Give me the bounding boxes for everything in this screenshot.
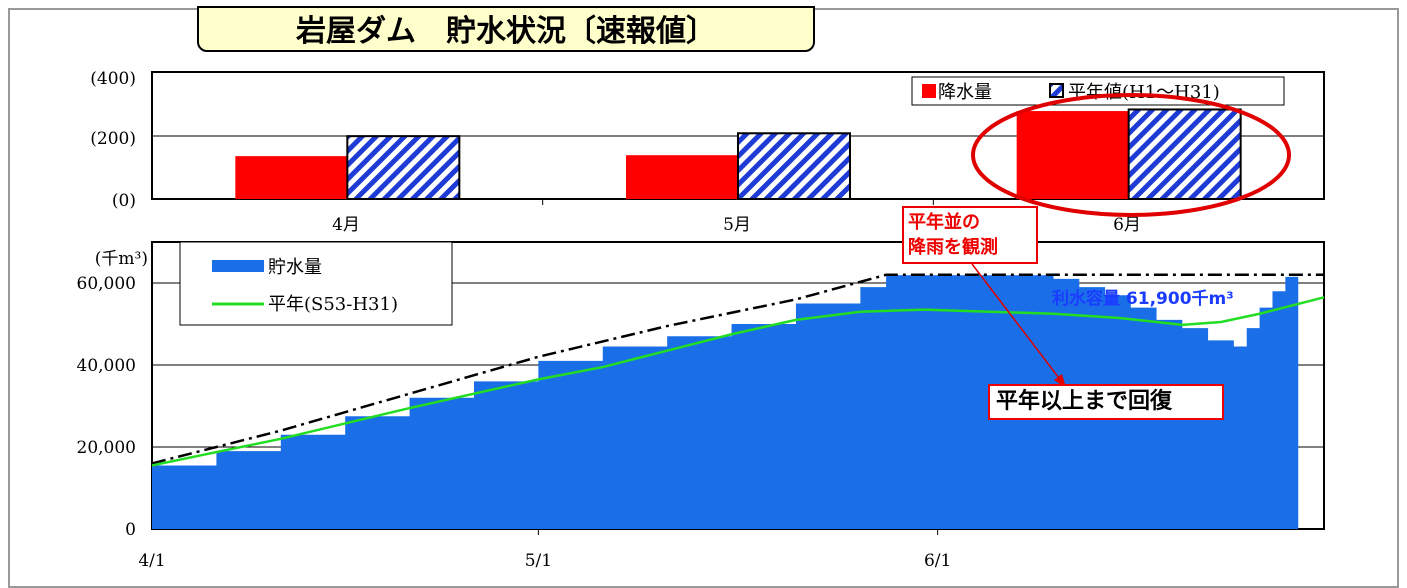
bar-normal bbox=[1127, 108, 1242, 200]
legend-swatch-normal bbox=[1049, 83, 1064, 98]
bar-x-tick-apr: 4月 bbox=[332, 215, 360, 235]
bar-x-tick-may: 5月 bbox=[723, 215, 751, 235]
average-line bbox=[151, 296, 1325, 467]
bar-normal bbox=[737, 132, 851, 200]
storage-y-unit: (千m³) bbox=[95, 249, 148, 269]
bar-y-tick-0: (0) bbox=[112, 191, 136, 211]
legend-label-storage: 貯水量 bbox=[268, 257, 322, 278]
rain-annotation-line2: 降雨を観測 bbox=[908, 237, 998, 258]
storage-x-tick: 6/1 bbox=[924, 551, 951, 571]
bar-normal bbox=[346, 135, 461, 200]
bar-rain bbox=[1016, 111, 1129, 199]
storage-area bbox=[152, 275, 1299, 529]
bar-rain bbox=[626, 155, 738, 199]
storage-legend bbox=[179, 241, 453, 326]
bar-legend bbox=[911, 76, 1285, 106]
page-title: 岩屋ダム 貯水状況〔速報値〕 bbox=[197, 6, 815, 52]
storage-x-tick: 5/1 bbox=[525, 551, 552, 571]
rain-annotation-line1: 平年並の bbox=[908, 212, 980, 233]
legend-swatch-rain bbox=[922, 84, 936, 98]
storage-y-tick: 40,000 bbox=[77, 356, 136, 376]
bar-rain bbox=[235, 156, 348, 199]
capacity-label: 利水容量 61,900千m³ bbox=[1052, 289, 1234, 309]
bar-y-tick-200: (200) bbox=[90, 129, 136, 149]
legend-swatch-storage bbox=[212, 260, 264, 272]
storage-y-tick: 60,000 bbox=[77, 274, 136, 294]
bar-y-tick-400: (400) bbox=[90, 69, 136, 89]
recovery-annotation: 平年以上まで回復 bbox=[988, 384, 1224, 420]
upper-rule-line bbox=[151, 273, 1324, 465]
legend-label-average: 平年(S53-H31) bbox=[268, 294, 398, 315]
rain-annotation: 平年並の 降雨を観測 bbox=[902, 206, 1038, 264]
june-highlight-ellipse bbox=[971, 93, 1291, 217]
annotation-arrow-line bbox=[971, 263, 1063, 383]
bar-x-tick-jun: 6月 bbox=[1113, 215, 1141, 235]
storage-x-tick: 4/1 bbox=[138, 551, 165, 571]
storage-y-tick: 20,000 bbox=[77, 438, 136, 458]
legend-label-rain: 降水量 bbox=[938, 82, 992, 103]
storage-y-tick: 0 bbox=[125, 520, 136, 540]
